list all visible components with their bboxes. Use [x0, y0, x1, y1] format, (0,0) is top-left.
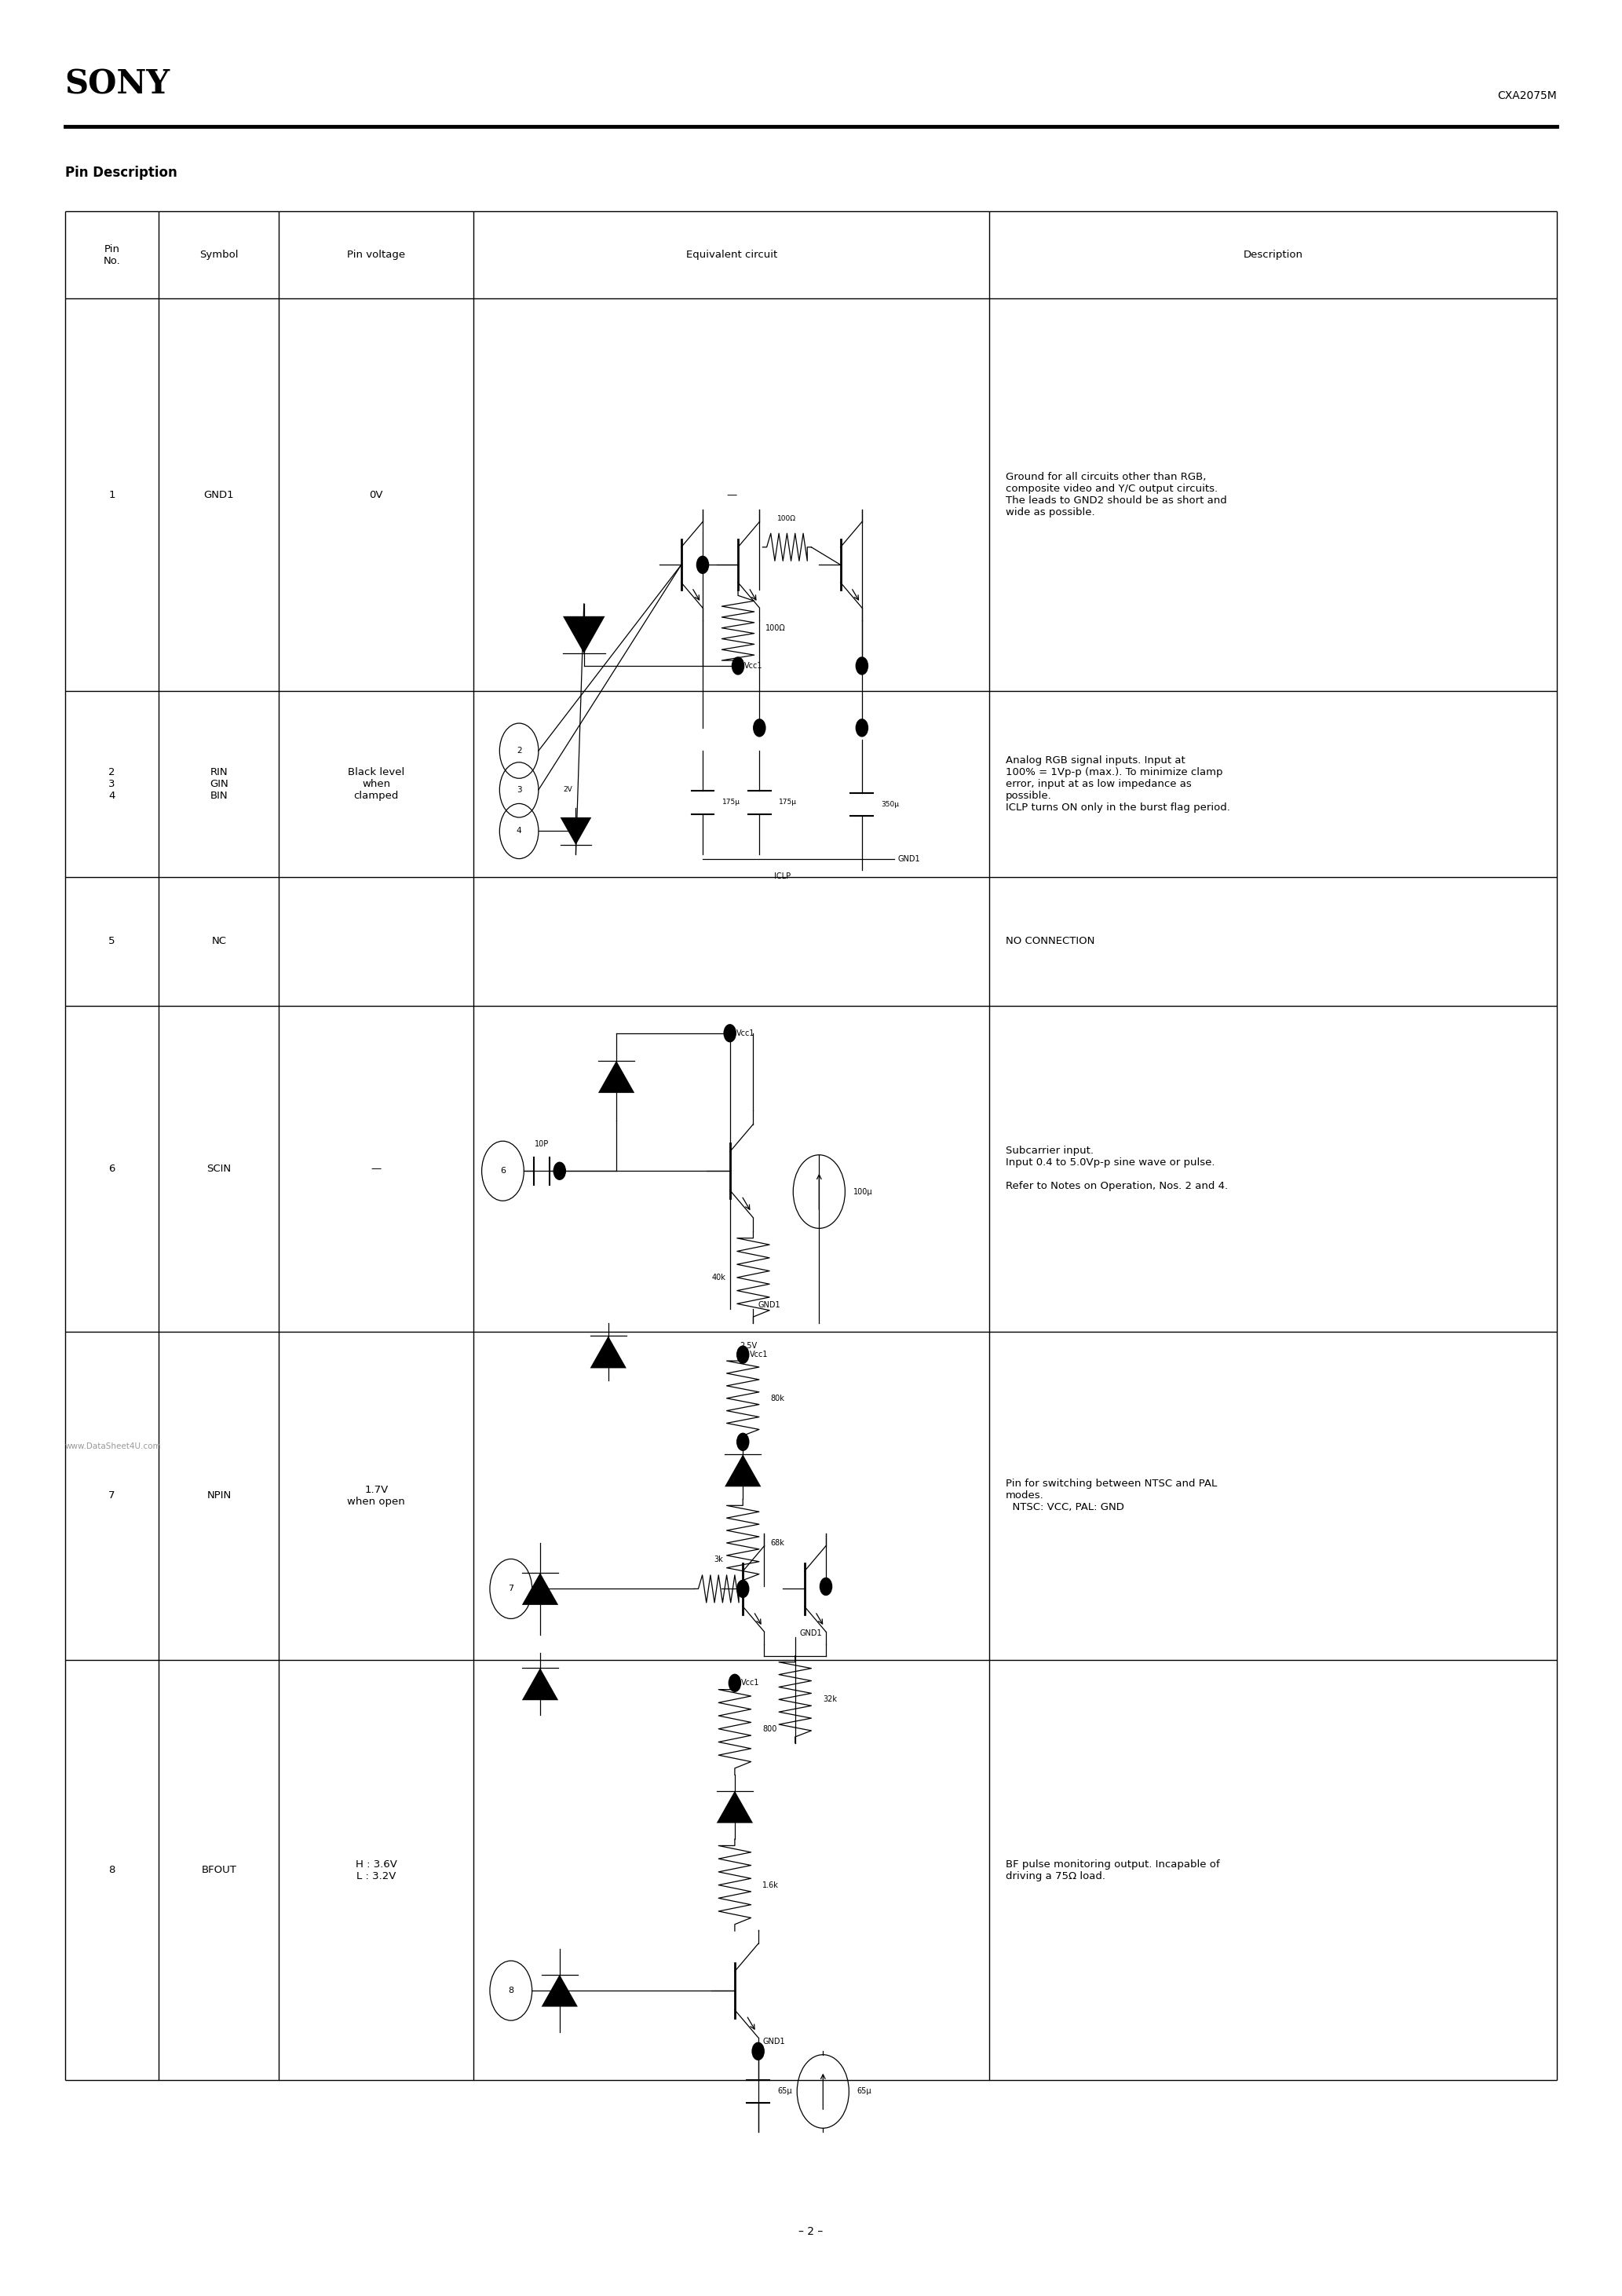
Circle shape [728, 1674, 741, 1692]
Text: —: — [371, 1164, 381, 1173]
Circle shape [553, 1162, 566, 1180]
Text: 65μ: 65μ [856, 2087, 871, 2096]
Text: GND1: GND1 [897, 854, 920, 863]
Text: 10P: 10P [535, 1141, 548, 1148]
Text: 68k: 68k [770, 1538, 785, 1548]
Polygon shape [599, 1061, 634, 1093]
Text: Symbol: Symbol [200, 250, 238, 259]
Circle shape [736, 1345, 749, 1364]
Text: —: — [727, 489, 736, 501]
Text: GND1: GND1 [757, 1302, 780, 1309]
Text: 4: 4 [516, 827, 522, 836]
Text: BF pulse monitoring output. Incapable of
driving a 75Ω load.: BF pulse monitoring output. Incapable of… [1006, 1860, 1220, 1880]
Circle shape [751, 2041, 764, 2060]
Text: GND1: GND1 [204, 489, 234, 501]
Polygon shape [725, 1456, 761, 1488]
Text: 2V: 2V [563, 785, 573, 794]
Text: Black level
when
clamped: Black level when clamped [349, 767, 404, 801]
Text: Ground for all circuits other than RGB,
composite video and Y/C output circuits.: Ground for all circuits other than RGB, … [1006, 473, 1226, 517]
Text: 8: 8 [508, 1986, 514, 1995]
Text: GND1: GND1 [800, 1630, 822, 1637]
Circle shape [696, 556, 709, 574]
Circle shape [732, 657, 744, 675]
Text: 175μ: 175μ [722, 799, 740, 806]
Text: ICLP: ICLP [774, 872, 790, 879]
Circle shape [736, 1433, 749, 1451]
Text: 3: 3 [516, 785, 522, 794]
Text: Description: Description [1244, 250, 1302, 259]
Text: CXA2075M: CXA2075M [1497, 90, 1557, 101]
Text: BFOUT: BFOUT [201, 1864, 237, 1876]
Text: Vcc1: Vcc1 [741, 1678, 759, 1688]
Circle shape [855, 657, 868, 675]
Text: 2.5V: 2.5V [740, 1341, 757, 1350]
Text: 6: 6 [109, 1164, 115, 1173]
Text: 175μ: 175μ [779, 799, 796, 806]
Circle shape [736, 1580, 749, 1598]
Circle shape [753, 719, 766, 737]
Text: 350μ: 350μ [881, 801, 900, 808]
Polygon shape [563, 615, 605, 654]
Polygon shape [590, 1336, 626, 1368]
Text: Pin
No.: Pin No. [104, 243, 120, 266]
Text: Pin for switching between NTSC and PAL
modes.
  NTSC: VCC, PAL: GND: Pin for switching between NTSC and PAL m… [1006, 1479, 1216, 1513]
Circle shape [819, 1577, 832, 1596]
Circle shape [723, 1024, 736, 1042]
Text: 1.6k: 1.6k [762, 1880, 779, 1890]
Text: GND1: GND1 [762, 2039, 785, 2046]
Text: – 2 –: – 2 – [798, 2227, 824, 2236]
Text: 1.7V
when open: 1.7V when open [347, 1486, 406, 1506]
Text: SONY: SONY [65, 69, 170, 101]
Text: 3k: 3k [714, 1557, 723, 1564]
Text: Subcarrier input.
Input 0.4 to 5.0Vp-p sine wave or pulse.

Refer to Notes on Op: Subcarrier input. Input 0.4 to 5.0Vp-p s… [1006, 1146, 1228, 1192]
Text: SCIN: SCIN [206, 1164, 232, 1173]
Text: 2: 2 [516, 746, 522, 755]
Text: Vcc1: Vcc1 [736, 1029, 754, 1038]
Text: Equivalent circuit: Equivalent circuit [686, 250, 777, 259]
Text: 5: 5 [109, 937, 115, 946]
Polygon shape [717, 1791, 753, 1823]
Polygon shape [522, 1573, 558, 1605]
Text: Vcc1: Vcc1 [749, 1350, 767, 1359]
Text: 40k: 40k [712, 1274, 725, 1281]
Text: RIN
GIN
BIN: RIN GIN BIN [209, 767, 229, 801]
Text: Pin Description: Pin Description [65, 165, 177, 179]
Text: 100μ: 100μ [853, 1187, 873, 1196]
Polygon shape [542, 1975, 577, 2007]
Text: 8: 8 [109, 1864, 115, 1876]
Text: H : 3.6V
L : 3.2V: H : 3.6V L : 3.2V [355, 1860, 397, 1880]
Text: www.DataSheet4U.com: www.DataSheet4U.com [65, 1442, 161, 1451]
Text: 0V: 0V [370, 489, 383, 501]
Text: Vcc1: Vcc1 [744, 661, 762, 670]
Text: Pin voltage: Pin voltage [347, 250, 406, 259]
Text: NPIN: NPIN [206, 1490, 232, 1502]
Text: Analog RGB signal inputs. Input at
100% = 1Vp-p (max.). To minimize clamp
error,: Analog RGB signal inputs. Input at 100% … [1006, 755, 1229, 813]
Polygon shape [522, 1667, 558, 1699]
Text: NO CONNECTION: NO CONNECTION [1006, 937, 1095, 946]
Text: 100Ω: 100Ω [777, 514, 796, 521]
Text: 2
3
4: 2 3 4 [109, 767, 115, 801]
Text: 800: 800 [762, 1724, 777, 1733]
Text: 100Ω: 100Ω [766, 625, 785, 631]
Text: 32k: 32k [822, 1694, 837, 1704]
Circle shape [855, 719, 868, 737]
Text: 6: 6 [500, 1166, 506, 1176]
Polygon shape [560, 817, 592, 845]
Text: 7: 7 [109, 1490, 115, 1502]
Text: 1: 1 [109, 489, 115, 501]
Text: 7: 7 [508, 1584, 514, 1593]
Text: 65μ: 65μ [777, 2087, 792, 2096]
Text: 80k: 80k [770, 1394, 785, 1403]
Text: NC: NC [211, 937, 227, 946]
